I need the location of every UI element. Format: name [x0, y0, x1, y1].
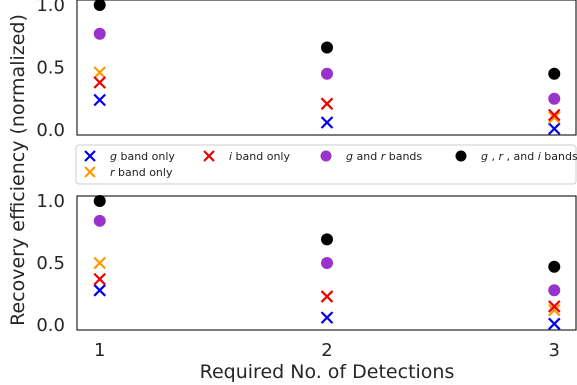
- legend-marker: [84, 166, 96, 178]
- legend-label-part: band only: [117, 150, 175, 163]
- bottom-panel-point-g-1-stroke-2: [93, 284, 107, 297]
- chart-panels: 0.0 0.5 1.0 0.0 0.5 1.0 1 2 3: [36, 0, 577, 361]
- legend-label-part: i: [538, 150, 541, 163]
- top-panel-point-gr-1: [93, 27, 106, 40]
- x-tick-label: 3: [549, 340, 560, 361]
- bottom-panel-y-tick-label: 1.0: [36, 191, 65, 212]
- bottom-panel-point-gri-1: [93, 194, 106, 207]
- bottom-panel-point-r-1-stroke-2: [93, 256, 107, 270]
- bottom-panel: 0.0 0.5 1.0 1 2 3: [36, 191, 577, 361]
- legend-label-part: r: [498, 150, 504, 163]
- top-panel-point-i-2-stroke-2: [320, 97, 334, 111]
- legend-label-part: bands: [541, 150, 577, 163]
- legend-marker: [455, 150, 467, 162]
- top-panel-y-tick-label: 1.0: [36, 0, 65, 16]
- legend-label-part: ,: [488, 150, 499, 163]
- top-panel-point-r-1: [93, 66, 107, 79]
- top-panel-point-g-1-stroke-2: [93, 93, 107, 107]
- top-panel-point-i-3-stroke-2: [547, 108, 561, 122]
- top-panel-point-i-1-stroke-2: [93, 76, 107, 89]
- legend-label: r band only: [110, 166, 173, 179]
- bottom-panel-frame: [76, 195, 577, 331]
- legend-entry: r band only: [84, 166, 173, 179]
- legend-marker: [84, 150, 96, 162]
- top-panel-point-i-2: [320, 97, 334, 111]
- legend-label-part: g: [346, 150, 353, 163]
- legend-entry: g and r bands: [320, 150, 422, 163]
- legend-marker: [203, 150, 215, 162]
- top-panel-point-gr-2: [321, 67, 333, 80]
- legend-label: g and r bands: [346, 150, 422, 163]
- bottom-panel-y-tick-label: 0.0: [36, 315, 65, 336]
- top-panel-point-gri-1: [93, 0, 106, 11]
- legend-label: g , r , and i bands: [481, 150, 577, 163]
- bottom-panel-point-r-1: [93, 256, 107, 270]
- legend-entry: g band only: [84, 150, 175, 163]
- bottom-panel-point-gr-1: [93, 214, 106, 227]
- bottom-panel-point-g-3-stroke-2: [547, 317, 561, 331]
- x-axis-label: Required No. of Detections: [200, 361, 455, 383]
- bottom-panel-y-tick-label: 0.5: [36, 253, 65, 274]
- legend-label: i band only: [229, 150, 290, 163]
- bottom-panel-point-g-3: [547, 317, 561, 331]
- legend-label: g band only: [110, 150, 175, 163]
- top-panel-point-g-3-stroke-2: [547, 122, 561, 136]
- legend-label-part: and: [353, 150, 381, 163]
- legend-label-part: band only: [232, 150, 290, 163]
- legend-label-part: r: [110, 166, 116, 179]
- legend-label-part: i: [229, 150, 232, 163]
- legend-marker-stroke-2: [203, 150, 215, 162]
- top-panel-y-tick-label: 0.0: [36, 120, 65, 141]
- bottom-panel-point-gr-3: [548, 284, 561, 297]
- legend-label-part: g: [481, 150, 488, 163]
- top-panel-point-i-1: [93, 76, 107, 89]
- bottom-panel-point-i-1: [93, 272, 107, 286]
- top-panel-point-g-1: [93, 93, 107, 107]
- bottom-panel-point-gri-3: [548, 260, 561, 273]
- x-tick-label: 1: [94, 340, 105, 361]
- top-panel-point-gri-3: [548, 67, 561, 80]
- top-panel-frame: [76, 0, 577, 136]
- bottom-panel-point-g-2: [320, 311, 334, 324]
- top-panel-point-r-3: [547, 111, 561, 124]
- bottom-panel-point-g-1: [93, 284, 107, 297]
- top-panel-point-g-2-stroke-2: [320, 116, 334, 129]
- legend-marker-stroke-2: [84, 150, 96, 162]
- top-panel-point-g-2: [320, 116, 334, 129]
- legend-label-part: g: [110, 150, 117, 163]
- top-panel-point-i-3: [547, 108, 561, 122]
- legend-entry: i band only: [203, 150, 290, 163]
- bottom-panel-point-i-3-stroke-2: [547, 300, 561, 313]
- top-panel-point-gri-2: [321, 41, 333, 54]
- legend-label-part: band only: [115, 166, 173, 179]
- legend-marker-stroke-2: [84, 166, 96, 178]
- bottom-panel-point-gri-2: [321, 233, 333, 246]
- top-panel-point-r-3-stroke-2: [547, 111, 561, 124]
- x-tick-label: 2: [321, 340, 332, 361]
- top-panel: 0.0 0.5 1.0: [36, 0, 577, 141]
- bottom-panel-point-r-3-stroke-2: [547, 303, 561, 317]
- top-panel-point-g-3: [547, 122, 561, 136]
- bottom-panel-point-i-2: [320, 290, 334, 303]
- legend-entry: g , r , and i bands: [455, 150, 577, 163]
- bottom-panel-point-r-3: [547, 303, 561, 317]
- bottom-panel-point-g-2-stroke-2: [320, 311, 334, 324]
- top-panel-point-gr-3: [548, 92, 561, 105]
- bottom-panel-point-gr-2: [321, 257, 333, 269]
- bottom-panel-point-i-3: [547, 300, 561, 313]
- bottom-panel-point-i-2-stroke-2: [320, 290, 334, 303]
- bottom-panel-point-i-1-stroke-2: [93, 272, 107, 286]
- y-axis-label: Recovery efficiency (normalized): [7, 14, 29, 326]
- legend-label-part: bands: [385, 150, 422, 163]
- legend-label-part: , and: [503, 150, 538, 163]
- legend-frame: [75, 144, 577, 185]
- legend-marker: [320, 150, 332, 162]
- top-panel-y-tick-label: 0.5: [36, 58, 65, 79]
- legend-label-part: r: [381, 150, 387, 163]
- top-panel-point-r-1-stroke-2: [93, 66, 107, 79]
